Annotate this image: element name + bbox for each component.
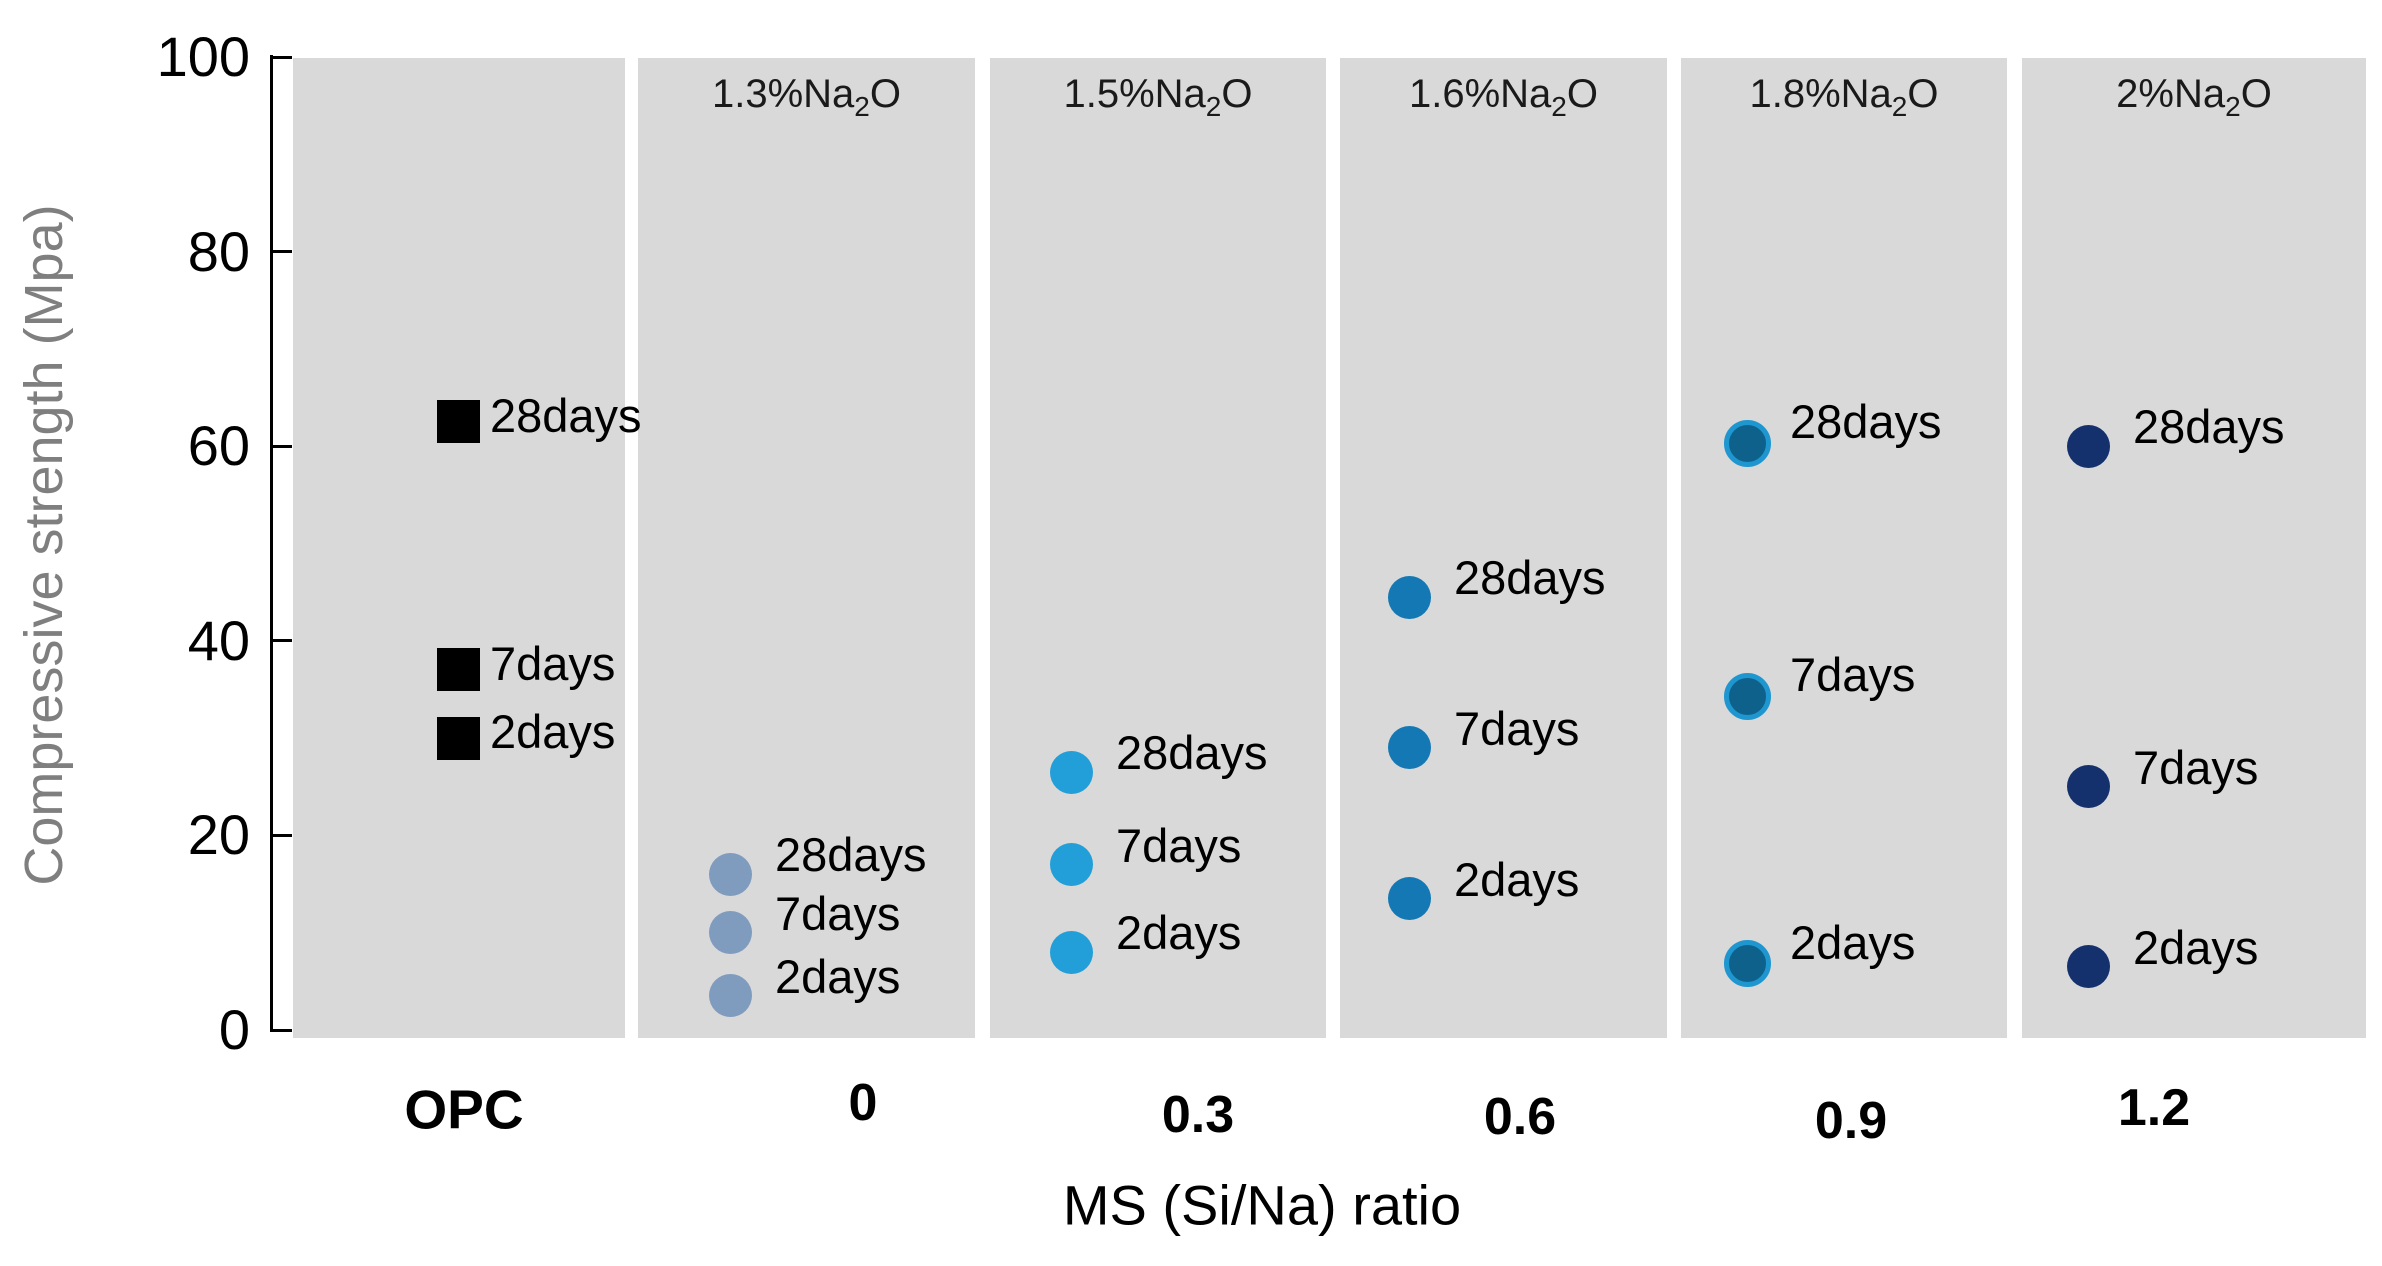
marker-opc-2days [436,716,480,760]
marker-label-0.6-28days: 28days [1454,551,1606,604]
marker-label-0.9-2days: 2days [1790,915,1916,969]
panel-header-0.3: 1.5%Na2O [1063,72,1253,122]
y-axis-tick-label-80: 80 [187,219,250,283]
y-axis-tick-label-40: 40 [187,608,250,672]
x-axis-title: MS (Si/Na) ratio [1062,1173,1462,1237]
panel-0.6: 1.6%Na2O [1340,58,1667,1038]
marker-0.6-7days [1387,726,1431,770]
marker-label-0.6-2days: 2days [1454,852,1580,906]
marker-0.6-2days [1387,877,1431,921]
y-axis-tick-60 [270,444,292,448]
panel-opc [293,58,625,1038]
marker-label-0.3-2days: 2days [1116,906,1242,960]
marker-opc-28days [436,400,480,444]
x-axis-label-0.3: 0.3 [1161,1086,1235,1144]
marker-label-0-7days: 7days [775,886,901,940]
y-axis-tick-label-20: 20 [187,803,250,867]
marker-opc-7days [436,648,480,692]
marker-0.3-2days [1049,930,1093,974]
x-axis-label-0.6: 0.6 [1483,1088,1557,1146]
marker-0.3-28days [1049,750,1093,794]
x-axis-label-0.9: 0.9 [1814,1092,1888,1150]
marker-label-0-28days: 28days [775,828,927,882]
x-axis-label-0: 0 [848,1074,878,1132]
marker-1.2-28days [2066,424,2110,468]
marker-0-28days [708,852,752,896]
panel-0.9: 1.8%Na2O [1681,58,2007,1038]
marker-0.9-28days [1723,419,1771,467]
marker-label-1.2-28days: 28days [2133,400,2285,454]
marker-label-opc-28days: 28days [490,388,642,442]
marker-1.2-7days [2066,765,2110,809]
y-axis-tick-0 [270,1028,292,1032]
y-axis-tick-100 [270,55,292,59]
marker-label-opc-2days: 2days [490,705,616,759]
marker-label-0.9-28days: 28days [1790,395,1942,449]
marker-label-1.2-7days: 7days [2133,740,2259,794]
panel-header-0.9: 1.8%Na2O [1749,72,1939,122]
marker-label-0.6-7days: 7days [1454,701,1580,755]
marker-label-0.3-7days: 7days [1116,818,1242,872]
panel-0.3: 1.5%Na2O [990,58,1326,1038]
y-axis-tick-40 [270,639,292,643]
y-axis-tick-80 [270,250,292,254]
marker-0-2days [708,974,752,1018]
y-axis-line [270,55,273,1031]
panel-header-0.6: 1.6%Na2O [1408,72,1598,122]
marker-0.9-2days [1723,940,1771,988]
y-axis-tick-20 [270,833,292,837]
marker-label-0.3-28days: 28days [1116,726,1268,780]
y-axis-tick-label-100: 100 [156,25,250,88]
panel-1.2: 2%Na2O [2022,58,2366,1038]
marker-0.6-28days [1387,575,1431,619]
marker-0.9-7days [1723,672,1771,720]
marker-label-opc-7days: 7days [490,636,616,690]
marker-0.3-7days [1049,843,1093,887]
panel-0: 1.3%Na2O [638,58,975,1038]
y-axis-tick-label-0: 0 [218,998,250,1061]
y-axis-tick-label-60: 60 [187,414,250,478]
marker-label-0.9-7days: 7days [1790,648,1916,702]
panel-header-1.2: 2%Na2O [2116,72,2272,122]
marker-label-1.2-2days: 2days [2133,920,2259,974]
marker-1.2-2days [2066,945,2110,989]
x-axis-label-opc: OPC [404,1078,524,1141]
x-axis-label-1.2: 1.2 [2117,1079,2191,1137]
y-axis-title: Compressive strength (Mpa) [14,204,74,886]
marker-0-7days [708,911,752,955]
panel-header-0: 1.3%Na2O [711,72,901,122]
marker-label-0-2days: 2days [775,949,901,1003]
